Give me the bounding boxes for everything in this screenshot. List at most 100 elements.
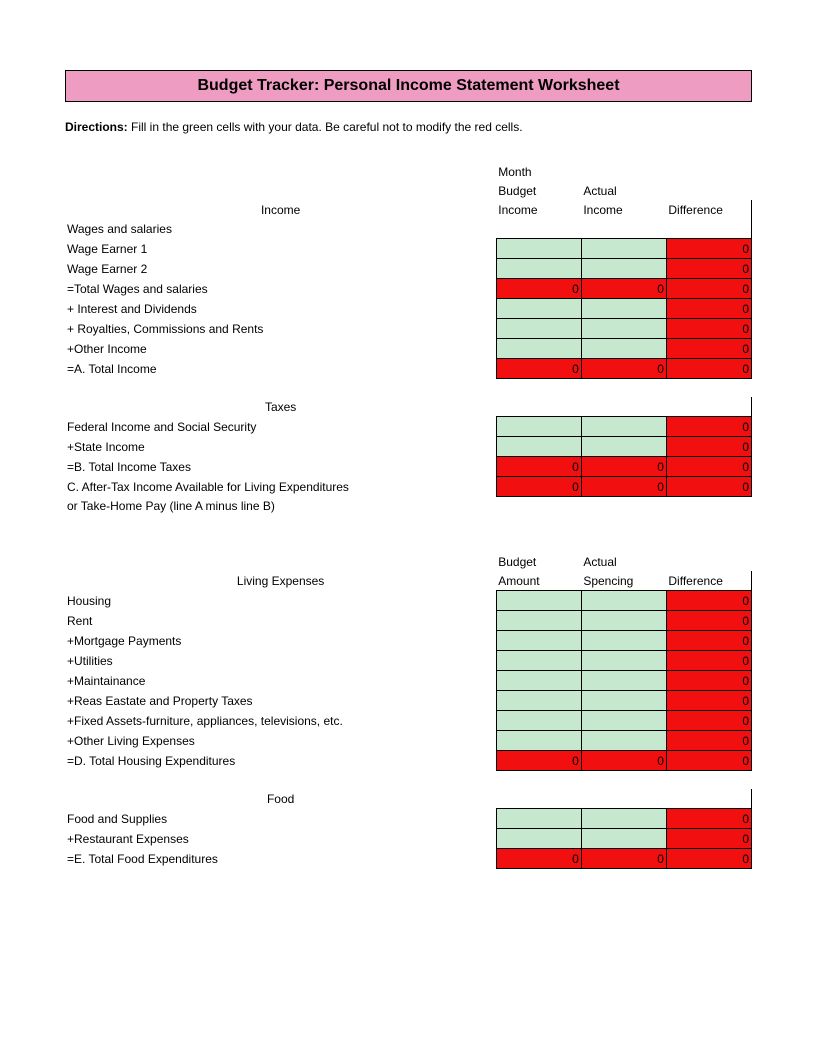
total-cell: 0	[581, 279, 666, 299]
row-total-taxes: =B. Total Income Taxes 0 0 0	[65, 457, 752, 477]
budget-input[interactable]	[496, 259, 581, 279]
row-after-tax: C. After-Tax Income Available for Living…	[65, 477, 752, 497]
difference-cell: 0	[666, 829, 751, 849]
section-food-header-row: Food	[65, 789, 752, 809]
actual-input[interactable]	[581, 437, 666, 457]
header-row-1: Budget Actual	[65, 181, 752, 200]
hdr-spending: Spencing	[581, 571, 666, 591]
actual-input[interactable]	[581, 829, 666, 849]
actual-input[interactable]	[581, 611, 666, 631]
actual-input[interactable]	[581, 631, 666, 651]
budget-input[interactable]	[496, 437, 581, 457]
difference-cell: 0	[666, 437, 751, 457]
total-cell: 0	[496, 849, 581, 869]
budget-input[interactable]	[496, 611, 581, 631]
budget-input[interactable]	[496, 239, 581, 259]
actual-input[interactable]	[581, 417, 666, 437]
difference-cell: 0	[666, 417, 751, 437]
label: Wage Earner 1	[65, 239, 496, 259]
hdr-actual: Actual	[581, 181, 666, 200]
label: +Other Living Expenses	[65, 731, 496, 751]
total-cell: 0	[581, 477, 666, 497]
budget-input[interactable]	[496, 809, 581, 829]
budget-input[interactable]	[496, 711, 581, 731]
label: + Royalties, Commissions and Rents	[65, 319, 496, 339]
hdr-budget: Budget	[496, 181, 581, 200]
difference-cell: 0	[666, 299, 751, 319]
row-total-housing: =D. Total Housing Expenditures 0 0 0	[65, 751, 752, 771]
actual-input[interactable]	[581, 731, 666, 751]
total-cell: 0	[666, 849, 751, 869]
hdr-difference2: Difference	[666, 571, 751, 591]
row-interest-dividends: + Interest and Dividends 0	[65, 299, 752, 319]
actual-input[interactable]	[581, 651, 666, 671]
hdr-actual2: Actual	[581, 552, 666, 571]
difference-cell: 0	[666, 631, 751, 651]
actual-input[interactable]	[581, 711, 666, 731]
row-utilities: +Utilities 0	[65, 651, 752, 671]
label: Federal Income and Social Security	[65, 417, 496, 437]
budget-input[interactable]	[496, 299, 581, 319]
difference-cell: 0	[666, 319, 751, 339]
difference-cell: 0	[666, 809, 751, 829]
actual-input[interactable]	[581, 671, 666, 691]
label: =E. Total Food Expenditures	[65, 849, 496, 869]
label: C. After-Tax Income Available for Living…	[65, 477, 496, 497]
total-cell: 0	[666, 279, 751, 299]
label: =B. Total Income Taxes	[65, 457, 496, 477]
budget-input[interactable]	[496, 631, 581, 651]
label: +Fixed Assets-furniture, appliances, tel…	[65, 711, 496, 731]
row-food-supplies: Food and Supplies 0	[65, 809, 752, 829]
label: Wages and salaries	[65, 219, 496, 239]
label: =A. Total Income	[65, 359, 496, 379]
difference-cell: 0	[666, 671, 751, 691]
actual-input[interactable]	[581, 809, 666, 829]
total-cell: 0	[496, 751, 581, 771]
total-cell: 0	[496, 359, 581, 379]
total-cell: 0	[581, 359, 666, 379]
budget-input[interactable]	[496, 651, 581, 671]
difference-cell: 0	[666, 731, 751, 751]
actual-input[interactable]	[581, 239, 666, 259]
label: Food and Supplies	[65, 809, 496, 829]
worksheet-page: Budget Tracker: Personal Income Statemen…	[0, 0, 817, 869]
header-row-3: Budget Actual	[65, 552, 752, 571]
directions: Directions: Fill in the green cells with…	[65, 120, 752, 134]
budget-input[interactable]	[496, 339, 581, 359]
budget-input[interactable]	[496, 417, 581, 437]
label: +Restaurant Expenses	[65, 829, 496, 849]
total-cell: 0	[581, 751, 666, 771]
month-header: Month	[496, 162, 581, 181]
difference-cell: 0	[666, 711, 751, 731]
budget-input[interactable]	[496, 829, 581, 849]
hdr-income1: Income	[496, 200, 581, 219]
section-taxes-header: Taxes	[65, 397, 496, 417]
row-maintenance: +Maintainance 0	[65, 671, 752, 691]
label: +State Income	[65, 437, 496, 457]
budget-input[interactable]	[496, 671, 581, 691]
budget-input[interactable]	[496, 691, 581, 711]
total-cell: 0	[581, 457, 666, 477]
budget-input[interactable]	[496, 591, 581, 611]
row-housing: Housing 0	[65, 591, 752, 611]
header-row-month: Month	[65, 162, 752, 181]
budget-input[interactable]	[496, 731, 581, 751]
difference-cell: 0	[666, 239, 751, 259]
total-cell: 0	[581, 849, 666, 869]
actual-input[interactable]	[581, 259, 666, 279]
actual-input[interactable]	[581, 299, 666, 319]
row-wages-salaries: Wages and salaries	[65, 219, 752, 239]
actual-input[interactable]	[581, 591, 666, 611]
row-rent: Rent 0	[65, 611, 752, 631]
actual-input[interactable]	[581, 691, 666, 711]
row-other-living: +Other Living Expenses 0	[65, 731, 752, 751]
row-property-tax: +Reas Eastate and Property Taxes 0	[65, 691, 752, 711]
actual-input[interactable]	[581, 319, 666, 339]
label: or Take-Home Pay (line A minus line B)	[65, 497, 496, 517]
hdr-income2: Income	[581, 200, 666, 219]
actual-input[interactable]	[581, 339, 666, 359]
total-cell: 0	[496, 279, 581, 299]
label: Wage Earner 2	[65, 259, 496, 279]
budget-input[interactable]	[496, 319, 581, 339]
label: +Utilities	[65, 651, 496, 671]
